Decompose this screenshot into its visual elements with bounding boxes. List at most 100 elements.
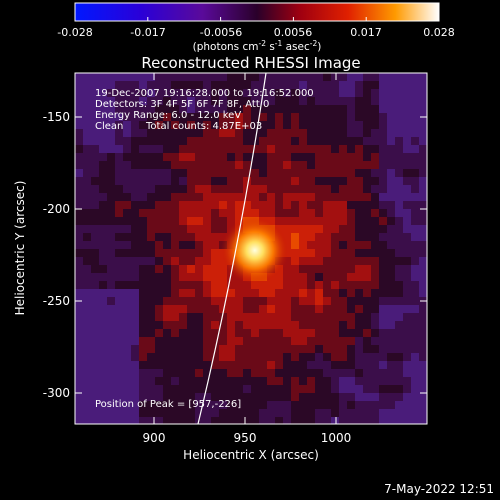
- image-pixel: [283, 401, 292, 410]
- image-pixel: [379, 193, 388, 202]
- image-pixel: [299, 329, 308, 338]
- image-pixel: [171, 225, 180, 234]
- image-pixel: [155, 137, 164, 146]
- image-pixel: [203, 313, 212, 322]
- image-pixel: [291, 161, 300, 170]
- image-pixel: [163, 113, 172, 122]
- image-pixel: [355, 113, 364, 122]
- image-pixel: [355, 281, 364, 290]
- image-pixel: [75, 185, 84, 194]
- total-counts: Total counts: 4.87E+03: [145, 121, 262, 132]
- image-pixel: [155, 393, 164, 402]
- image-pixel: [75, 329, 84, 338]
- image-pixel: [195, 337, 204, 346]
- image-pixel: [203, 409, 212, 418]
- plot-title: Reconstructed RHESSI Image: [141, 54, 360, 72]
- image-pixel: [331, 145, 340, 154]
- image-pixel: [211, 385, 220, 394]
- image-pixel: [75, 177, 84, 186]
- image-pixel: [259, 417, 268, 424]
- image-pixel: [403, 385, 412, 394]
- image-pixel: [123, 113, 132, 122]
- image-pixel: [123, 305, 132, 314]
- image-pixel: [251, 161, 260, 170]
- image-pixel: [291, 329, 300, 338]
- image-pixel: [379, 297, 388, 306]
- image-pixel: [139, 385, 148, 394]
- image-pixel: [251, 321, 260, 330]
- image-pixel: [403, 177, 412, 186]
- image-pixel: [115, 193, 124, 202]
- image-pixel: [179, 361, 188, 370]
- image-pixel: [251, 281, 260, 290]
- image-pixel: [339, 129, 348, 138]
- image-pixel: [307, 401, 316, 410]
- image-pixel: [259, 177, 268, 186]
- image-pixel: [187, 329, 196, 338]
- image-pixel: [299, 153, 308, 162]
- image-pixel: [155, 185, 164, 194]
- image-pixel: [251, 169, 260, 178]
- image-pixel: [99, 161, 108, 170]
- image-pixel: [219, 185, 228, 194]
- image-pixel: [307, 337, 316, 346]
- image-pixel: [171, 249, 180, 258]
- image-pixel: [371, 113, 380, 122]
- image-pixel: [227, 193, 236, 202]
- image-pixel: [91, 241, 100, 250]
- image-pixel: [211, 417, 220, 424]
- image-pixel: [259, 129, 268, 138]
- image-pixel: [179, 265, 188, 274]
- image-pixel: [203, 353, 212, 362]
- image-pixel: [291, 81, 300, 90]
- image-pixel: [75, 377, 84, 386]
- image-pixel: [187, 393, 196, 402]
- image-pixel: [83, 305, 92, 314]
- image-pixel: [115, 129, 124, 138]
- image-pixel: [291, 265, 300, 274]
- image-pixel: [235, 297, 244, 306]
- image-pixel: [355, 329, 364, 338]
- image-pixel: [363, 241, 372, 250]
- image-pixel: [99, 209, 108, 218]
- image-pixel: [395, 377, 404, 386]
- image-pixel: [347, 161, 356, 170]
- image-pixel: [323, 177, 332, 186]
- image-pixel: [291, 97, 300, 106]
- image-pixel: [171, 289, 180, 298]
- image-pixel: [307, 297, 316, 306]
- image-pixel: [251, 385, 260, 394]
- image-pixel: [243, 297, 252, 306]
- image-pixel: [243, 121, 252, 130]
- image-pixel: [419, 289, 427, 298]
- image-pixel: [299, 177, 308, 186]
- image-pixel: [395, 233, 404, 242]
- image-pixel: [107, 369, 116, 378]
- image-pixel: [323, 169, 332, 178]
- image-pixel: [203, 273, 212, 282]
- image-pixel: [163, 257, 172, 266]
- image-pixel: [355, 105, 364, 114]
- image-pixel: [139, 193, 148, 202]
- image-pixel: [75, 89, 84, 98]
- x-tick-label: 1000: [321, 431, 352, 445]
- image-pixel: [147, 153, 156, 162]
- image-pixel: [219, 321, 228, 330]
- image-pixel: [299, 401, 308, 410]
- image-pixel: [339, 241, 348, 250]
- image-pixel: [283, 73, 292, 82]
- image-pixel: [203, 225, 212, 234]
- image-pixel: [163, 281, 172, 290]
- image-pixel: [139, 105, 148, 114]
- image-pixel: [379, 369, 388, 378]
- image-pixel: [195, 137, 204, 146]
- image-pixel: [403, 129, 412, 138]
- image-pixel: [267, 145, 276, 154]
- image-pixel: [171, 313, 180, 322]
- image-pixel: [339, 161, 348, 170]
- image-pixel: [299, 273, 308, 282]
- image-pixel: [419, 185, 427, 194]
- image-pixel: [115, 241, 124, 250]
- image-pixel: [283, 281, 292, 290]
- image-pixel: [75, 201, 84, 210]
